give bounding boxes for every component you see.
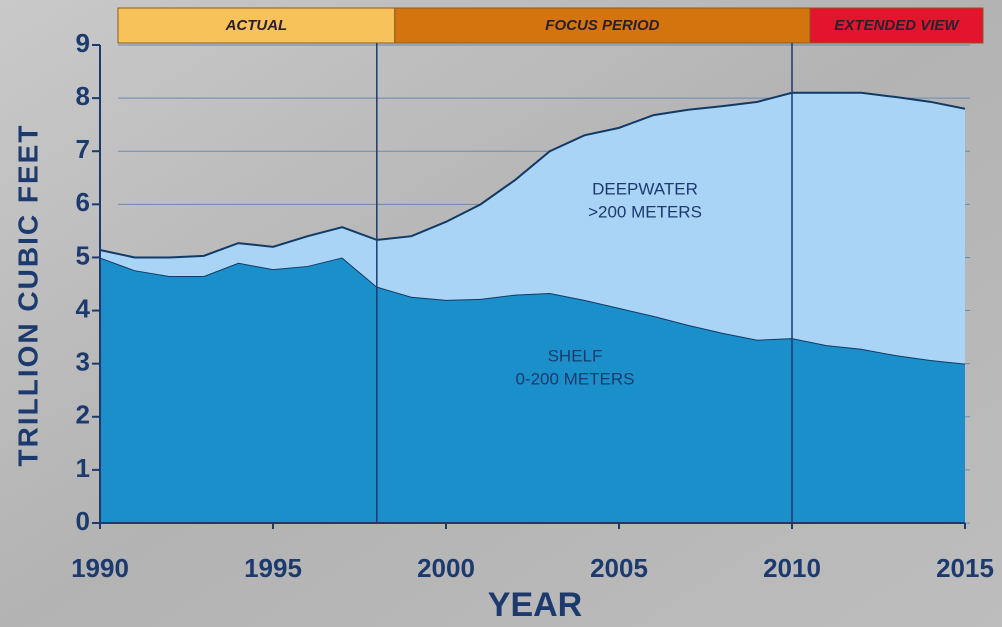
y-tick-label: 4: [76, 293, 91, 323]
y-tick-label: 1: [76, 453, 90, 483]
x-tick-label: 2015: [936, 553, 994, 583]
annotation: SHELF: [548, 346, 603, 365]
x-tick-label: 1990: [71, 553, 129, 583]
x-axis-label: YEAR: [488, 586, 582, 624]
period-label: ACTUAL: [225, 17, 288, 34]
x-tick-label: 2005: [590, 553, 648, 583]
y-tick-label: 6: [76, 187, 90, 217]
annotation: 0-200 METERS: [515, 369, 634, 388]
y-tick-label: 9: [76, 28, 90, 58]
y-tick-label: 2: [76, 400, 90, 430]
x-tick-label: 2000: [417, 553, 475, 583]
annotation: >200 METERS: [588, 202, 702, 221]
y-tick-label: 3: [76, 347, 90, 377]
period-label: FOCUS PERIOD: [545, 17, 659, 34]
x-tick-label: 2010: [763, 553, 821, 583]
y-tick-label: 5: [76, 240, 90, 270]
period-label: EXTENDED VIEW: [834, 17, 960, 34]
y-tick-label: 7: [76, 134, 90, 164]
annotation: DEEPWATER: [592, 179, 698, 198]
x-tick-label: 1995: [244, 553, 302, 583]
chart: YEAR TRILLION CUBIC FEET ACTUAL FOCUS PER…: [0, 0, 1002, 627]
y-axis-label: TRILLION CUBIC FEET: [12, 124, 43, 467]
y-tick-label: 0: [76, 506, 90, 536]
y-tick-label: 8: [76, 81, 90, 111]
